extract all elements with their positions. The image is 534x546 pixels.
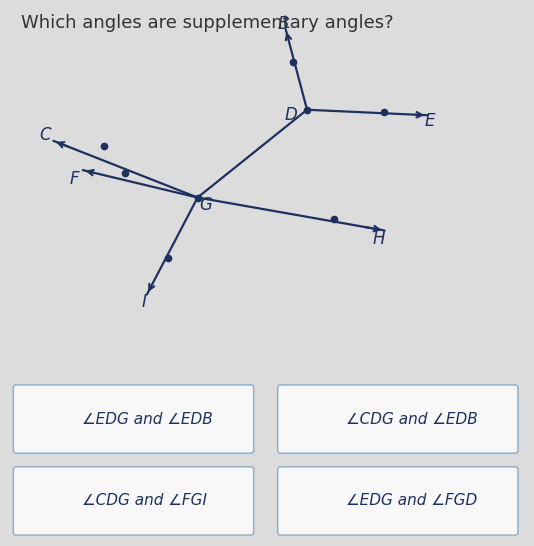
Text: B: B bbox=[277, 15, 289, 33]
Text: E: E bbox=[425, 112, 435, 130]
Text: H: H bbox=[373, 229, 386, 247]
Text: G: G bbox=[199, 196, 212, 214]
Text: D: D bbox=[285, 106, 297, 124]
Text: C: C bbox=[40, 126, 51, 144]
Text: ∠EDG and ∠EDB: ∠EDG and ∠EDB bbox=[82, 412, 213, 426]
Text: F: F bbox=[70, 170, 80, 188]
Text: I: I bbox=[142, 293, 147, 311]
Text: ∠CDG and ∠FGI: ∠CDG and ∠FGI bbox=[82, 494, 207, 508]
Text: ∠EDG and ∠FGD: ∠EDG and ∠FGD bbox=[346, 494, 477, 508]
Text: ∠CDG and ∠EDB: ∠CDG and ∠EDB bbox=[346, 412, 478, 426]
Text: Which angles are supplementary angles?: Which angles are supplementary angles? bbox=[21, 14, 394, 32]
